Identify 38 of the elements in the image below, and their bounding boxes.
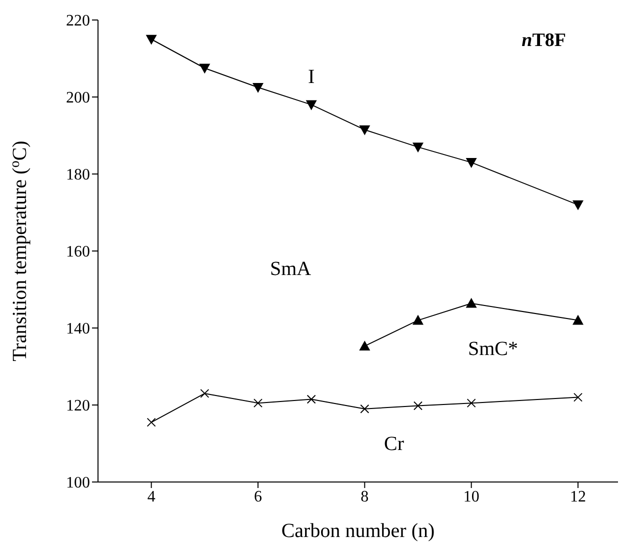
point bbox=[466, 158, 477, 168]
point bbox=[252, 82, 264, 93]
x-tick-label: 10 bbox=[463, 488, 480, 506]
x-tick-label: 4 bbox=[147, 488, 156, 506]
point bbox=[359, 125, 370, 136]
y-tick-label: 180 bbox=[66, 166, 90, 184]
point bbox=[359, 340, 370, 350]
point bbox=[146, 34, 157, 45]
annotation: SmA bbox=[270, 258, 312, 281]
x-tick-label: 8 bbox=[360, 488, 369, 506]
point bbox=[466, 298, 477, 308]
y-tick-label: 100 bbox=[66, 474, 90, 492]
y-tick-label: 140 bbox=[66, 320, 90, 338]
point bbox=[306, 394, 316, 404]
point bbox=[306, 100, 317, 110]
point bbox=[146, 418, 156, 427]
point bbox=[199, 64, 210, 74]
y-tick-label: 120 bbox=[66, 398, 90, 415]
point bbox=[572, 314, 584, 325]
text: nT8F bbox=[522, 30, 566, 52]
x-axis-title: Carbon number (n) bbox=[281, 520, 435, 542]
point bbox=[412, 142, 424, 153]
point bbox=[574, 392, 582, 402]
y-tick-label: 220 bbox=[66, 12, 90, 30]
point bbox=[360, 404, 370, 414]
point bbox=[254, 398, 262, 408]
point bbox=[466, 398, 476, 408]
y-tick-label: 160 bbox=[66, 244, 90, 261]
annotation: I bbox=[308, 66, 315, 89]
y-tick-label: 200 bbox=[66, 90, 90, 107]
point bbox=[572, 200, 584, 210]
point bbox=[412, 314, 424, 325]
x-tick-label: 12 bbox=[570, 488, 586, 506]
annotation: SmC* bbox=[468, 338, 518, 361]
annotation: Cr bbox=[384, 433, 404, 456]
x-tick-label: 6 bbox=[254, 488, 262, 506]
point bbox=[200, 388, 210, 398]
point bbox=[414, 401, 422, 410]
